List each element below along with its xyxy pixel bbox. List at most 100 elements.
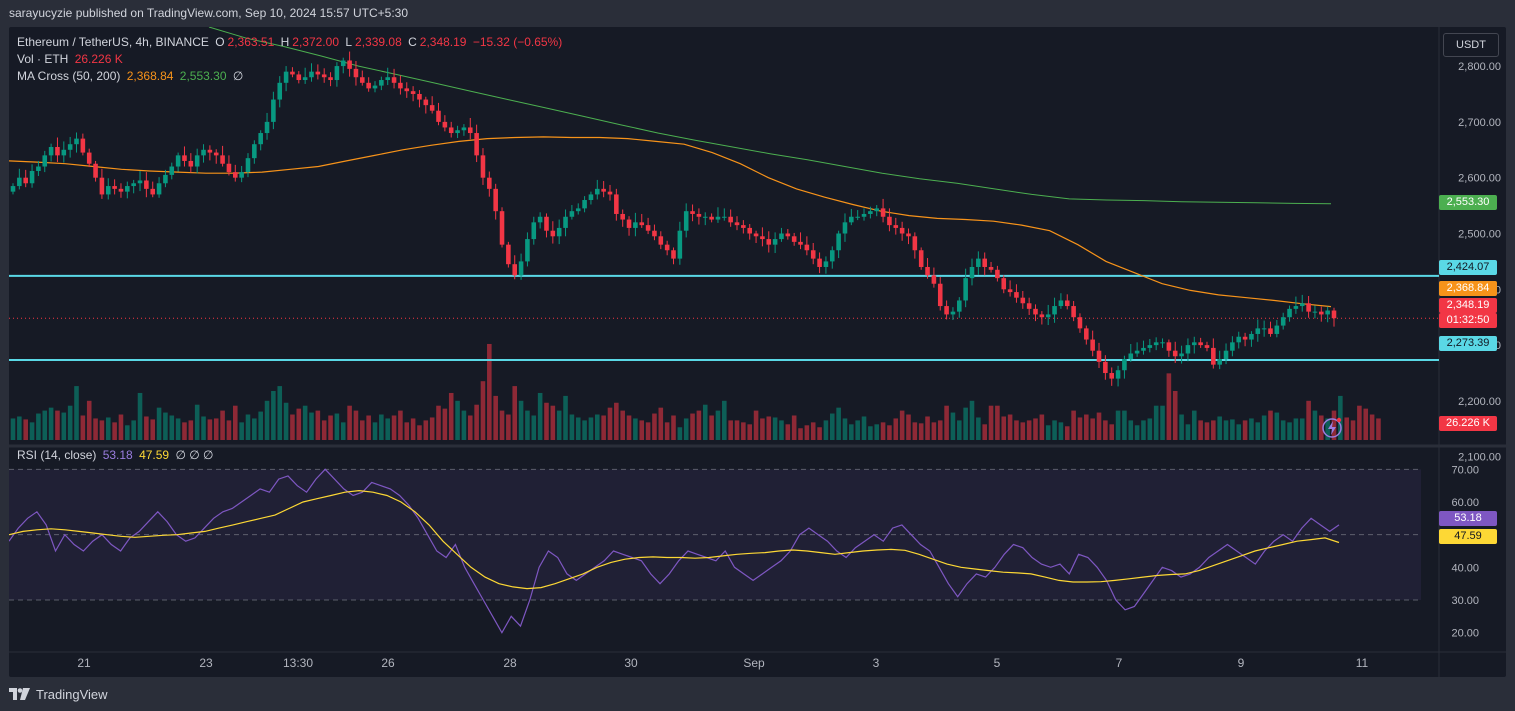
volume-bar <box>1020 422 1026 440</box>
volume-bar <box>67 405 73 440</box>
volume-bar <box>1191 410 1197 440</box>
candle-body <box>582 200 587 209</box>
candle-body <box>480 155 486 178</box>
candle-body <box>753 233 759 237</box>
price-tick-label: 2,600.00 <box>1458 173 1501 185</box>
volume-bar <box>163 412 168 440</box>
volume-bar <box>271 391 276 440</box>
volume-bar <box>779 420 784 440</box>
candle-body <box>448 127 454 134</box>
volume-bar <box>1185 424 1191 440</box>
volume-bar <box>912 422 918 440</box>
candle-body <box>645 225 651 231</box>
candle-body <box>728 216 733 223</box>
volume-bar <box>455 400 460 440</box>
volume-bar <box>1039 414 1045 440</box>
candle-body <box>188 160 194 167</box>
candle-body <box>1293 306 1299 309</box>
legend-change: −15.32 (−0.65%) <box>472 35 563 49</box>
volume-bar <box>588 417 594 440</box>
volume-bar <box>995 405 1000 440</box>
volume-bar <box>398 410 403 440</box>
volume-bar <box>925 416 930 440</box>
candle-body <box>10 186 16 192</box>
price-tick-label: 2,800.00 <box>1458 61 1501 73</box>
candle-body <box>531 222 537 240</box>
volume-bar <box>1147 418 1153 440</box>
candle-body <box>1153 342 1159 346</box>
volume-bar <box>118 414 124 440</box>
price-tick-label: 2,500.00 <box>1458 229 1501 241</box>
volume-bar <box>1033 418 1038 440</box>
volume-bar <box>277 386 283 440</box>
candle-body <box>1306 303 1311 312</box>
volume-bar <box>537 392 543 440</box>
legend-vol-value: 26.226 K <box>74 52 123 66</box>
candle-body <box>766 239 772 245</box>
chart-canvas[interactable]: 2,800.002,700.002,600.002,500.002,400.00… <box>9 27 1506 677</box>
volume-bar <box>569 414 575 440</box>
rsi-line <box>9 468 1340 634</box>
candle-body <box>258 133 263 145</box>
volume-bar <box>753 410 759 440</box>
volume-bar <box>42 410 48 440</box>
volume-bar <box>1236 424 1242 440</box>
price-tick-label: 2,200.00 <box>1458 396 1501 408</box>
volume-bar <box>575 417 581 440</box>
candle-body <box>715 216 721 220</box>
volume-bar <box>252 418 257 440</box>
candle-body <box>677 230 683 259</box>
candle-body <box>182 155 187 161</box>
volume-bar <box>321 420 327 440</box>
candle-body <box>1084 328 1089 340</box>
rsi-ma-tag: 47.59 <box>1439 529 1497 544</box>
volume-bar <box>658 407 664 440</box>
candle-body <box>1191 342 1197 346</box>
candle-body <box>302 77 308 81</box>
candle-body <box>563 216 568 228</box>
volume-bar <box>531 415 537 440</box>
candle-body <box>296 74 302 81</box>
volume-bar <box>1007 414 1013 440</box>
candle-body <box>969 266 975 279</box>
volume-bar <box>518 400 524 440</box>
candle-body <box>544 216 549 231</box>
volume-bar <box>1172 391 1178 440</box>
chart-frame[interactable]: 2,800.002,700.002,600.002,500.002,400.00… <box>9 27 1506 677</box>
volume-bar <box>556 410 562 440</box>
candle-body <box>226 163 232 173</box>
candle-body <box>379 80 384 86</box>
candle-body <box>1096 350 1102 362</box>
candle-body <box>798 241 803 245</box>
volume-bar <box>829 413 835 440</box>
candle-body <box>868 211 873 214</box>
volume-bar <box>1128 420 1134 440</box>
candle-body <box>163 174 168 184</box>
candle-body <box>1071 306 1076 318</box>
volume-bar <box>201 416 206 440</box>
volume-bar <box>747 424 752 440</box>
volume-bar <box>664 422 670 440</box>
candle-body <box>245 158 251 173</box>
volume-bar <box>715 410 721 440</box>
volume-bar <box>302 405 308 440</box>
volume-bar <box>442 408 448 440</box>
candle-body <box>976 258 981 267</box>
currency-button[interactable]: USDT <box>1443 33 1499 57</box>
candle-body <box>1103 361 1108 374</box>
volume-bar <box>887 425 892 440</box>
candle-body <box>410 91 416 94</box>
volume-bar <box>1115 410 1121 440</box>
candle-body <box>239 172 244 178</box>
candle-body <box>315 71 321 75</box>
candle-body <box>1236 336 1242 343</box>
volume-bar <box>474 404 479 440</box>
candle-body <box>944 306 949 315</box>
time-tick-label: 21 <box>77 656 91 670</box>
legend-vol-label: Vol · ETH <box>17 52 69 66</box>
volume-bar <box>1001 416 1007 440</box>
volume-bar <box>639 420 645 440</box>
ma200-price-tag: 2,553.30 <box>1439 195 1497 210</box>
volume-bar <box>1261 415 1267 440</box>
volume-bar <box>722 400 727 440</box>
